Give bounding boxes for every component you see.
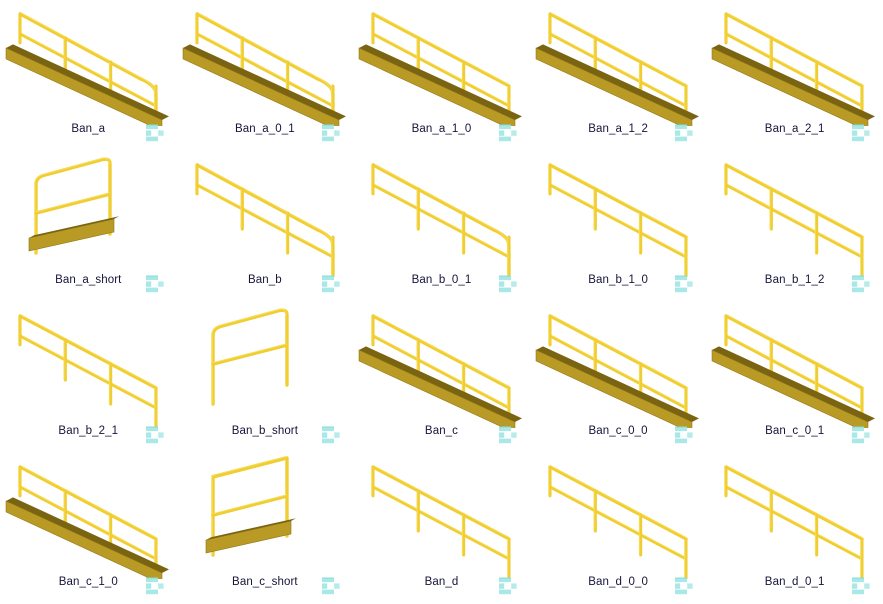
component-thumbnail-cell[interactable]: Ban_d_0_1 bbox=[706, 453, 883, 604]
component-label: Ban_c_short bbox=[232, 576, 298, 588]
component-thumbnail-cell[interactable]: Ban_c_short bbox=[177, 453, 354, 604]
component-label: Ban_a_short bbox=[55, 274, 122, 286]
component-label: Ban_b_2_1 bbox=[58, 425, 119, 437]
component-label: Ban_a_1_2 bbox=[588, 123, 648, 135]
component-preview-ban_b_0_1[interactable] bbox=[353, 151, 530, 277]
component-thumbnail-cell[interactable]: Ban_b_2_1 bbox=[0, 302, 177, 453]
component-label: Ban_b bbox=[248, 274, 282, 286]
component-label: Ban_d bbox=[424, 576, 459, 588]
component-preview-ban_b_short[interactable] bbox=[177, 302, 354, 428]
component-thumbnail-cell[interactable]: Ban_d_0_0 bbox=[530, 453, 707, 604]
component-thumbnail-cell[interactable]: Ban_b_1_0 bbox=[530, 151, 707, 302]
component-preview-ban_a_1_0[interactable] bbox=[353, 0, 530, 126]
component-preview-ban_b_2_1[interactable] bbox=[0, 302, 177, 428]
component-preview-ban_c_short[interactable] bbox=[177, 453, 354, 579]
component-thumbnail-cell[interactable]: Ban_a_2_1 bbox=[706, 0, 883, 151]
component-thumbnail-cell[interactable]: Ban_c_0_0 bbox=[530, 302, 707, 453]
component-preview-ban_a_0_1[interactable] bbox=[177, 0, 354, 126]
component-thumbnail-cell[interactable]: Ban_a_0_1 bbox=[177, 0, 354, 151]
component-label: Ban_c_1_0 bbox=[58, 576, 118, 588]
component-preview-ban_c_0_0[interactable] bbox=[530, 302, 707, 428]
component-preview-ban_a_2_1[interactable] bbox=[706, 0, 883, 126]
component-label: Ban_d_0_1 bbox=[764, 576, 825, 588]
component-preview-ban_b_1_2[interactable] bbox=[706, 151, 883, 277]
component-thumbnail-cell[interactable]: Ban_b_short bbox=[177, 302, 354, 453]
component-thumbnail-cell[interactable]: Ban_b bbox=[177, 151, 354, 302]
component-preview-ban_c[interactable] bbox=[353, 302, 530, 428]
component-label: Ban_c_0_1 bbox=[765, 425, 825, 437]
component-label: Ban_b_0_1 bbox=[411, 274, 472, 286]
component-thumbnail-cell[interactable]: Ban_c_1_0 bbox=[0, 453, 177, 604]
component-thumbnail-cell[interactable]: Ban_a_1_2 bbox=[530, 0, 707, 151]
component-thumbnail-cell[interactable]: Ban_d bbox=[353, 453, 530, 604]
component-thumbnail-cell[interactable]: Ban_a bbox=[0, 0, 177, 151]
component-preview-ban_d_0_1[interactable] bbox=[706, 453, 883, 579]
component-thumbnail-cell[interactable]: Ban_a_short bbox=[0, 151, 177, 302]
component-label: Ban_a_1_0 bbox=[411, 123, 472, 135]
component-thumbnail-cell[interactable]: Ban_c_0_1 bbox=[706, 302, 883, 453]
component-label: Ban_b_short bbox=[231, 425, 299, 437]
component-preview-ban_a_1_2[interactable] bbox=[530, 0, 707, 126]
component-thumbnail-cell[interactable]: Ban_b_0_1 bbox=[353, 151, 530, 302]
component-thumbnail-cell[interactable]: Ban_c bbox=[353, 302, 530, 453]
component-label: Ban_a bbox=[71, 123, 106, 135]
component-thumbnail-cell[interactable]: Ban_b_1_2 bbox=[706, 151, 883, 302]
component-label: Ban_a_2_1 bbox=[764, 123, 825, 135]
component-label: Ban_a_0_1 bbox=[235, 123, 295, 135]
component-preview-ban_a_short[interactable] bbox=[0, 151, 177, 277]
component-preview-ban_d[interactable] bbox=[353, 453, 530, 579]
component-preview-ban_d_0_0[interactable] bbox=[530, 453, 707, 579]
component-preview-ban_b_1_0[interactable] bbox=[530, 151, 707, 277]
component-preview-ban_a[interactable] bbox=[0, 0, 177, 126]
component-label: Ban_d_0_0 bbox=[588, 576, 648, 588]
component-label: Ban_b_1_2 bbox=[764, 274, 825, 286]
component-preview-ban_c_0_1[interactable] bbox=[706, 302, 883, 428]
component-preview-ban_c_1_0[interactable] bbox=[0, 453, 177, 579]
component-label: Ban_c bbox=[424, 425, 459, 437]
component-thumbnail-cell[interactable]: Ban_a_1_0 bbox=[353, 0, 530, 151]
component-label: Ban_c_0_0 bbox=[588, 425, 648, 437]
component-label: Ban_b_1_0 bbox=[588, 274, 648, 286]
component-preview-ban_b[interactable] bbox=[177, 151, 354, 277]
